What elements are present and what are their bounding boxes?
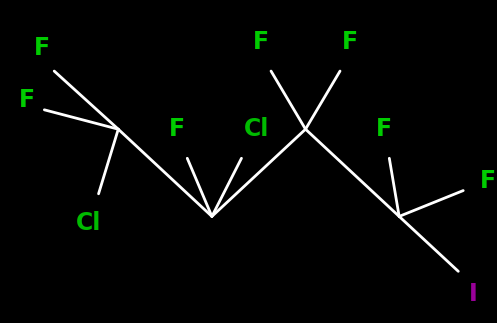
- Text: F: F: [19, 88, 35, 112]
- Text: Cl: Cl: [76, 211, 101, 235]
- Text: F: F: [169, 117, 185, 141]
- Text: F: F: [34, 36, 50, 60]
- Text: Cl: Cl: [244, 117, 269, 141]
- Text: F: F: [253, 30, 269, 54]
- Text: I: I: [469, 282, 478, 306]
- Text: F: F: [480, 169, 496, 193]
- Text: F: F: [342, 30, 358, 54]
- Text: F: F: [376, 117, 393, 141]
